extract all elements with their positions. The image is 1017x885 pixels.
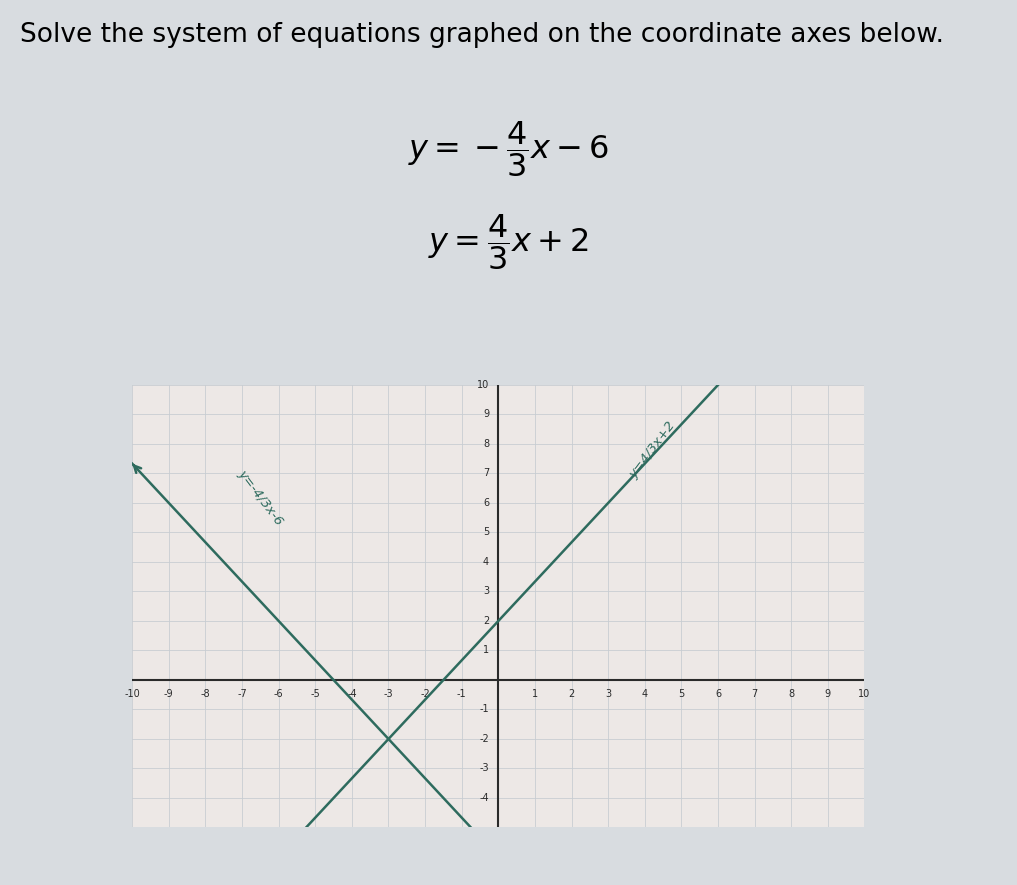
- Text: 1: 1: [483, 645, 489, 656]
- Text: -8: -8: [200, 689, 211, 699]
- Text: 9: 9: [825, 689, 831, 699]
- Text: -1: -1: [457, 689, 467, 699]
- Text: -10: -10: [124, 689, 140, 699]
- Text: 4: 4: [642, 689, 648, 699]
- Text: -4: -4: [347, 689, 357, 699]
- Text: -5: -5: [310, 689, 320, 699]
- Text: 7: 7: [483, 468, 489, 479]
- Text: $y = -\dfrac{4}{3}x - 6$: $y = -\dfrac{4}{3}x - 6$: [408, 119, 609, 180]
- Text: 3: 3: [605, 689, 611, 699]
- Text: 5: 5: [678, 689, 684, 699]
- Text: -4: -4: [480, 793, 489, 803]
- Text: 7: 7: [752, 689, 758, 699]
- Text: 10: 10: [477, 380, 489, 390]
- Text: y=-4/3x-6: y=-4/3x-6: [235, 466, 286, 527]
- Text: 2: 2: [569, 689, 575, 699]
- Text: 8: 8: [788, 689, 794, 699]
- Text: 9: 9: [483, 410, 489, 419]
- Text: 8: 8: [483, 439, 489, 449]
- Text: 6: 6: [483, 498, 489, 508]
- Text: Solve the system of equations graphed on the coordinate axes below.: Solve the system of equations graphed on…: [20, 22, 945, 48]
- Text: $y = \dfrac{4}{3}x + 2$: $y = \dfrac{4}{3}x + 2$: [428, 212, 589, 273]
- Text: 4: 4: [483, 557, 489, 567]
- Text: -1: -1: [480, 704, 489, 714]
- Text: -2: -2: [420, 689, 430, 699]
- Text: 6: 6: [715, 689, 721, 699]
- Text: -2: -2: [479, 734, 489, 744]
- Text: -3: -3: [383, 689, 394, 699]
- Text: 5: 5: [483, 527, 489, 537]
- Text: -9: -9: [164, 689, 174, 699]
- Text: -3: -3: [480, 764, 489, 773]
- Text: 2: 2: [483, 616, 489, 626]
- Text: 3: 3: [483, 587, 489, 596]
- Text: -7: -7: [237, 689, 247, 699]
- Text: -6: -6: [274, 689, 284, 699]
- Text: y=4/3x+2: y=4/3x+2: [626, 419, 677, 481]
- Text: 10: 10: [858, 689, 871, 699]
- Text: 1: 1: [532, 689, 538, 699]
